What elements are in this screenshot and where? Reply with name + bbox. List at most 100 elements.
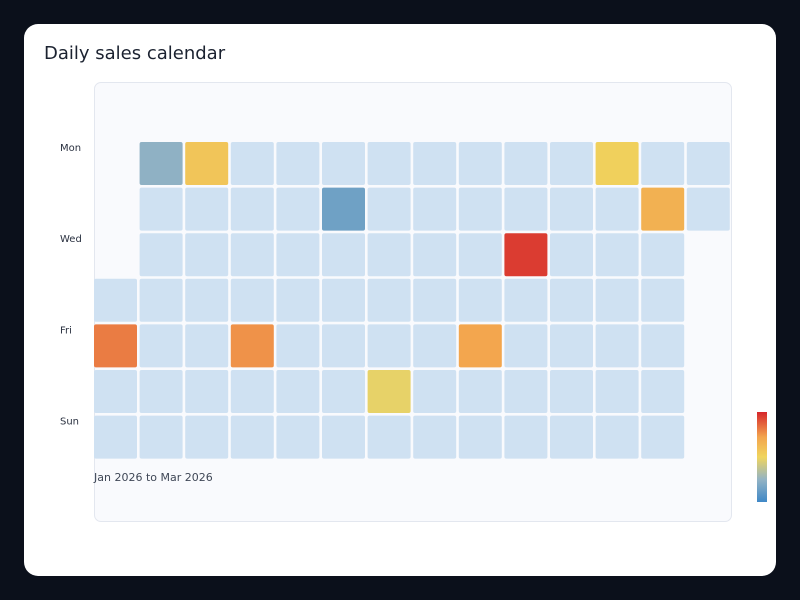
heatmap-cell-tue-week-7 (367, 187, 411, 231)
heatmap-cell-sun-week-1 (94, 415, 137, 459)
heatmap-cell-sat-week-7 (367, 370, 411, 413)
heatmap-cell-sun-week-2 (139, 415, 183, 459)
heatmap-cell-sat-week-1 (94, 370, 137, 413)
heatmap-cell-tue-week-10 (504, 187, 548, 231)
heatmap-cell-fri-week-4 (230, 324, 274, 368)
heatmap-cell-thu-week-7 (367, 278, 411, 322)
heatmap-cell-fri-week-1 (94, 324, 137, 368)
heatmap-cell-tue-week-9 (458, 187, 502, 231)
day-labels: Mon Wed Fri Sun (60, 143, 82, 428)
heatmap-cell-fri-week-5 (276, 324, 320, 368)
day-label-wed: Wed (60, 234, 82, 245)
heatmap-cell-fri-week-7 (367, 324, 411, 368)
heatmap-cell-tue-week-4 (230, 187, 274, 231)
heatmap-cell-sun-week-11 (550, 415, 593, 459)
heatmap-cell-sun-week-9 (458, 415, 502, 459)
heatmap-cell-thu-week-12 (595, 278, 639, 322)
heatmap-cell-mon-week-2 (139, 142, 183, 185)
heatmap-cell-tue-week-5 (276, 187, 320, 231)
heatmap-cell-sun-week-12 (595, 415, 639, 459)
heatmap-cell-fri-week-10 (504, 324, 548, 368)
heatmap-cell-sun-week-13 (641, 415, 685, 459)
heatmap-cell-tue-week-2 (139, 187, 183, 231)
heatmap-cell-sun-week-5 (276, 415, 320, 459)
heatmap-cell-fri-week-3 (185, 324, 229, 368)
heatmap-cell-wed-week-13 (641, 233, 685, 277)
heatmap-cell-sat-week-12 (595, 370, 639, 413)
heatmap-cell-mon-week-5 (276, 142, 320, 185)
heatmap-cell-sat-week-4 (230, 370, 274, 413)
heatmap-cell-tue-week-13 (641, 187, 685, 231)
heatmap-cell-thu-week-5 (276, 278, 320, 322)
heatmap-cell-mon-week-14 (686, 142, 730, 185)
heatmap-cell-thu-week-13 (641, 278, 685, 322)
heatmap-cell-sat-week-9 (458, 370, 502, 413)
chart-card: Daily sales calendar Mon Wed Fri Sun Jan 20… (24, 24, 776, 576)
heatmap-cell-fri-week-8 (413, 324, 457, 368)
heatmap-cell-tue-week-11 (550, 187, 593, 231)
heatmap-cell-sat-week-10 (504, 370, 548, 413)
heatmap-cell-sun-week-7 (367, 415, 411, 459)
color-legend: 21 0 (757, 412, 776, 504)
heatmap-cell-wed-week-11 (550, 233, 593, 277)
day-label-mon: Mon (60, 143, 81, 154)
heatmap-cell-sat-week-11 (550, 370, 593, 413)
heatmap-cell-fri-week-12 (595, 324, 639, 368)
legend-max-label: 21 (773, 412, 776, 423)
heatmap-cell-mon-week-6 (322, 142, 365, 185)
heatmap-cell-thu-week-2 (139, 278, 183, 322)
heatmap-cell-mon-week-7 (367, 142, 411, 185)
legend-min-label: 0 (773, 493, 776, 504)
heatmap-cell-thu-week-6 (322, 278, 365, 322)
heatmap-cell-sat-week-3 (185, 370, 229, 413)
heatmap-cell-mon-week-9 (458, 142, 502, 185)
heatmap-cell-wed-week-2 (139, 233, 183, 277)
heatmap-cell-thu-week-10 (504, 278, 548, 322)
heatmap-cell-sun-week-10 (504, 415, 548, 459)
heatmap-cell-sat-week-5 (276, 370, 320, 413)
heatmap-cell-thu-week-4 (230, 278, 274, 322)
day-label-sun: Sun (60, 417, 79, 428)
heatmap-cell-sun-week-3 (185, 415, 229, 459)
heatmap-cell-wed-week-8 (413, 233, 457, 277)
chart-title: Daily sales calendar (44, 43, 226, 64)
heatmap-cells (94, 142, 730, 459)
heatmap-cell-tue-week-14 (686, 187, 730, 231)
heatmap-cell-fri-week-6 (322, 324, 365, 368)
heatmap-cell-thu-week-3 (185, 278, 229, 322)
heatmap-cell-wed-week-3 (185, 233, 229, 277)
heatmap-cell-tue-week-3 (185, 187, 229, 231)
heatmap-cell-tue-week-6 (322, 187, 365, 231)
heatmap-cell-sun-week-8 (413, 415, 457, 459)
heatmap-cell-wed-week-7 (367, 233, 411, 277)
heatmap-cell-mon-week-4 (230, 142, 274, 185)
heatmap-cell-mon-week-3 (185, 142, 229, 185)
heatmap-cell-mon-week-8 (413, 142, 457, 185)
heatmap-cell-mon-week-13 (641, 142, 685, 185)
heatmap-cell-sat-week-6 (322, 370, 365, 413)
heatmap-cell-mon-week-12 (595, 142, 639, 185)
day-label-fri: Fri (60, 325, 72, 336)
heatmap-cell-wed-week-5 (276, 233, 320, 277)
date-range-label: Jan 2026 to Mar 2026 (93, 471, 213, 484)
heatmap-cell-thu-week-8 (413, 278, 457, 322)
heatmap-cell-sat-week-2 (139, 370, 183, 413)
heatmap-cell-wed-week-12 (595, 233, 639, 277)
heatmap-cell-thu-week-1 (94, 278, 137, 322)
heatmap-cell-mon-week-11 (550, 142, 593, 185)
heatmap-cell-wed-week-4 (230, 233, 274, 277)
heatmap-cell-sat-week-13 (641, 370, 685, 413)
heatmap-cell-thu-week-9 (458, 278, 502, 322)
heatmap-cell-tue-week-12 (595, 187, 639, 231)
heatmap-cell-fri-week-13 (641, 324, 685, 368)
heatmap-cell-fri-week-11 (550, 324, 593, 368)
heatmap-cell-wed-week-6 (322, 233, 365, 277)
heatmap-cell-fri-week-9 (458, 324, 502, 368)
legend-color-bar (757, 412, 767, 502)
heatmap-cell-tue-week-8 (413, 187, 457, 231)
heatmap-cell-sun-week-6 (322, 415, 365, 459)
heatmap-cell-wed-week-10 (504, 233, 548, 277)
heatmap-cell-fri-week-2 (139, 324, 183, 368)
heatmap-cell-wed-week-9 (458, 233, 502, 277)
heatmap-cell-sat-week-8 (413, 370, 457, 413)
